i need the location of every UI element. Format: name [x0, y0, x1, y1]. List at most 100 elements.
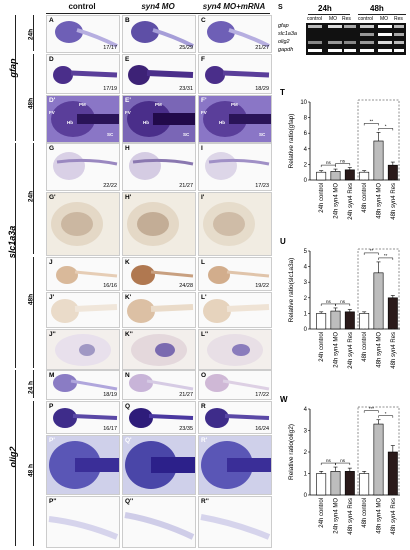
embryo-image [123, 96, 195, 142]
significance-bracket [378, 257, 394, 260]
panel-Ip: I' [198, 192, 272, 256]
bar [330, 471, 341, 496]
panel-count: 23/31 [179, 86, 193, 92]
panel-label: I [201, 145, 203, 152]
panel-label: R' [201, 437, 208, 444]
bar [387, 164, 398, 181]
bar-chart-slc1a3a: 0 1 2 3 4 5 Relative ratio(slc1a3a) 24h control… [288, 248, 400, 369]
bar [359, 171, 370, 181]
panel-K: K 24/28 [122, 257, 196, 291]
annotation-pm: PM [231, 102, 238, 107]
embryo-image [129, 374, 194, 392]
panel-Fp: F' PM FV Hb SC [198, 95, 272, 143]
embryo-image [205, 66, 270, 84]
panel-label: L [201, 259, 205, 266]
annotation-sc: SC [107, 132, 114, 137]
gel-time-24h: 24h [318, 4, 332, 13]
panel-count: 17/17 [103, 45, 117, 51]
embryo-image [207, 334, 263, 366]
embryo-image [128, 65, 194, 85]
panel-count: 16/17 [103, 426, 117, 432]
panel-Dp: D' PM FV Hb SC [46, 95, 120, 143]
header-rule [46, 13, 270, 14]
bar [344, 169, 355, 181]
bar [344, 471, 355, 496]
panel-Jpp: J'' [46, 329, 120, 370]
y-tick-label: 4 [304, 407, 308, 413]
annotation-pm: PM [79, 102, 86, 107]
bar-chart-gfap: 0 2 4 6 8 10 Relative ratio(gfap) 24h control 24… [288, 99, 400, 220]
gel-rule [358, 14, 406, 15]
panel-count: 17/19 [103, 86, 117, 92]
x-tick-label: 48h control [362, 183, 368, 213]
y-tick-label: 6 [304, 131, 308, 137]
panel-label: R [201, 403, 206, 410]
x-tick-label: 48h control [362, 332, 368, 362]
embryo-image [199, 96, 271, 142]
annotation-hb: Hb [219, 120, 225, 125]
panel-label: K' [125, 294, 132, 301]
panel-Gp: G' [46, 192, 120, 256]
panel-Rpp: R'' [198, 496, 272, 548]
y-tick-label: 2 [304, 296, 308, 302]
gel-panel: S 24h 48h control MO Res control MO Res … [278, 2, 408, 62]
panel-count: 18/29 [255, 86, 269, 92]
y-tick-label: 0 [304, 178, 308, 184]
significance-bracket [320, 303, 336, 306]
embryo-image [205, 152, 270, 180]
gel-rule [308, 14, 350, 15]
y-axis-label: Relative ratio(slc1a3a) [288, 258, 295, 323]
embryo-image [129, 152, 194, 180]
gel-blot [306, 23, 406, 55]
panel-D: D 17/19 [46, 54, 120, 94]
y-tick-label: 4 [304, 265, 308, 271]
panel-M: M 18/19 [46, 370, 120, 400]
gel-gene: gapdh [278, 47, 294, 53]
embryo-image [127, 202, 179, 246]
bar [330, 171, 341, 181]
highlight-box [357, 406, 400, 496]
significance-label: ns [326, 160, 332, 165]
time-rule [33, 401, 34, 546]
time-rule [33, 370, 34, 398]
panel-A: A 17/17 [46, 15, 120, 53]
embryo-image [200, 514, 271, 540]
panel-label: B [125, 17, 130, 24]
panel-Lp: L' [198, 292, 272, 328]
panel-count: 23/35 [179, 426, 193, 432]
x-tick-label: 48h syn4 MO [377, 183, 383, 219]
panel-E: E 23/31 [122, 54, 196, 94]
embryo-image [125, 441, 195, 489]
annotation-sc: SC [259, 132, 266, 137]
significance-bracket [378, 128, 394, 131]
panel-label: J [49, 259, 53, 266]
y-tick-label: 2 [304, 162, 308, 168]
x-tick-label: 48h syn4 Res [391, 332, 397, 369]
x-tick-label: 24h syn4 MO [334, 498, 340, 534]
panel-N: N 21/27 [122, 370, 196, 400]
col-header-rescue: syn4 MO+mRNA [202, 2, 266, 11]
significance-bracket [320, 462, 336, 466]
embryo-image [131, 21, 194, 48]
panel-count: 21/27 [179, 392, 193, 398]
panel-count: 19/22 [255, 283, 269, 289]
x-tick-label: 24h control [319, 498, 325, 528]
significance-bracket [335, 462, 351, 466]
time-rule [33, 143, 34, 254]
significance-bracket [335, 303, 351, 306]
embryo-image [205, 408, 270, 428]
significance-bracket [378, 415, 394, 418]
y-tick-label: 5 [304, 249, 308, 255]
chart-panel-label: U [280, 237, 286, 246]
panel-L: L 19/22 [198, 257, 272, 291]
panel-count: 24/28 [179, 283, 193, 289]
significance-label: ns [326, 458, 332, 463]
y-tick-label: 8 [304, 116, 308, 122]
panel-label: J'' [49, 331, 56, 338]
gel-lane: Res [394, 16, 403, 22]
bar [316, 313, 327, 330]
y-tick-label: 10 [300, 100, 307, 106]
x-tick-label: 24h syn4 MO [334, 332, 340, 368]
significance-label: ** [370, 248, 374, 253]
panel-Kpp: K'' [122, 329, 196, 370]
